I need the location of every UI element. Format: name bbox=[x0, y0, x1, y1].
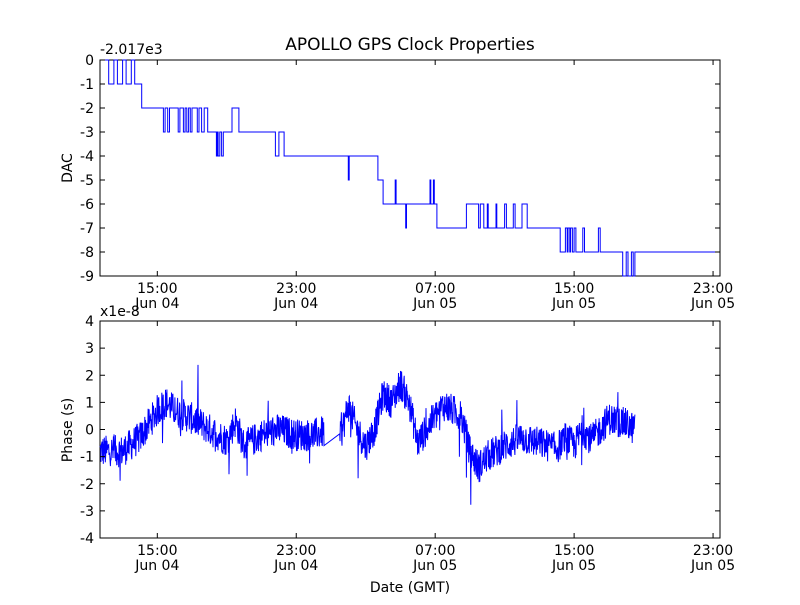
dac-ytick-label: -8 bbox=[80, 245, 94, 261]
phase-xtick-time-label: 15:00 bbox=[554, 543, 594, 559]
phase-ytick-label: 4 bbox=[85, 314, 94, 330]
dac-series bbox=[100, 59, 720, 277]
dac-xtick-time-label: 23:00 bbox=[693, 281, 733, 297]
phase-ytick-label: 2 bbox=[85, 368, 94, 384]
phase-xtick-time-label: 15:00 bbox=[137, 543, 177, 559]
dac-xtick-date-label: Jun 05 bbox=[412, 296, 457, 312]
dac-ytick-label: -7 bbox=[80, 221, 94, 237]
dac-series-line bbox=[100, 59, 720, 277]
dac-ytick-label: -2 bbox=[80, 101, 94, 117]
dac-ytick-label: 0 bbox=[85, 53, 94, 69]
phase-y-axis-label: Phase (s) bbox=[60, 398, 76, 462]
dac-xtick-date-label: Jun 04 bbox=[134, 296, 179, 312]
phase-ytick-label: -2 bbox=[80, 477, 94, 493]
phase-xtick-date-label: Jun 04 bbox=[273, 558, 318, 574]
x-axis-label: Date (GMT) bbox=[370, 580, 450, 596]
dac-ytick-label: -6 bbox=[80, 197, 94, 213]
phase-xtick-date-label: Jun 05 bbox=[551, 558, 596, 574]
dac-xtick-time-label: 15:00 bbox=[554, 281, 594, 297]
phase-xtick-date-label: Jun 05 bbox=[690, 558, 735, 574]
dac-xtick-date-label: Jun 04 bbox=[273, 296, 318, 312]
phase-ytick-label: -4 bbox=[80, 531, 94, 547]
dac-ytick-label: -1 bbox=[80, 77, 94, 93]
chart-title: APOLLO GPS Clock Properties bbox=[285, 35, 535, 55]
phase-xtick-date-label: Jun 05 bbox=[412, 558, 457, 574]
phase-ytick-label: -3 bbox=[80, 504, 94, 520]
dac-xtick-time-label: 07:00 bbox=[415, 281, 455, 297]
phase-ytick-label: 3 bbox=[85, 341, 94, 357]
dac-y-ticks: 0 -1 -2 -3 -4 -5 -6 -7 -8 -9 bbox=[80, 53, 720, 285]
dac-xtick-time-label: 23:00 bbox=[276, 281, 316, 297]
phase-xtick-time-label: 23:00 bbox=[693, 543, 733, 559]
dac-axes-frame bbox=[99, 59, 721, 277]
dac-ytick-label: -5 bbox=[80, 173, 94, 189]
phase-y-ticks: 4 3 2 1 0 -1 -2 -3 -4 bbox=[80, 314, 720, 547]
phase-xtick-date-label: Jun 04 bbox=[134, 558, 179, 574]
dac-xtick-time-label: 15:00 bbox=[137, 281, 177, 297]
phase-ytick-label: -1 bbox=[80, 450, 94, 466]
phase-offset-label: x1e-8 bbox=[100, 304, 140, 320]
phase-ytick-label: 0 bbox=[85, 423, 94, 439]
phase-xtick-time-label: 23:00 bbox=[276, 543, 316, 559]
dac-offset-label: -2.017e3 bbox=[100, 42, 163, 58]
phase-xtick-time-label: 07:00 bbox=[415, 543, 455, 559]
phase-series bbox=[99, 364, 636, 505]
phase-ytick-label: 1 bbox=[85, 395, 94, 411]
dac-xtick-date-label: Jun 05 bbox=[551, 296, 596, 312]
dac-xtick-date-label: Jun 05 bbox=[690, 296, 735, 312]
dac-ytick-label: -9 bbox=[80, 269, 94, 285]
dac-ytick-label: -3 bbox=[80, 125, 94, 141]
phase-series-line bbox=[99, 364, 636, 505]
dac-y-axis-label: DAC bbox=[60, 153, 76, 183]
dac-ytick-label: -4 bbox=[80, 149, 94, 165]
